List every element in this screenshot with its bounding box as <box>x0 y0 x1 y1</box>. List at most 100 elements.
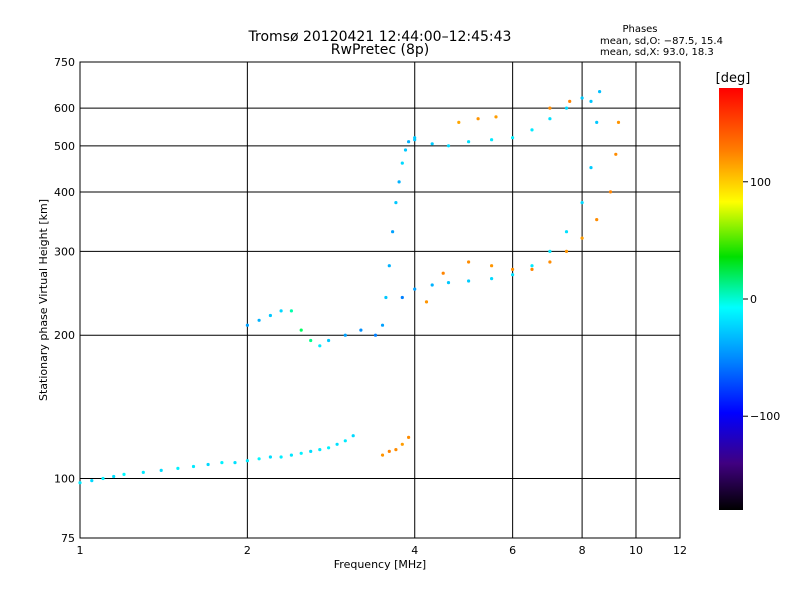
data-point-s4-10 <box>608 190 613 194</box>
y-tick-label-500: 500 <box>54 140 75 153</box>
data-point-s3-13 <box>598 90 602 94</box>
data-point-s0-2 <box>101 476 105 481</box>
chart-subtitle: RwPretec (8p) <box>331 42 429 58</box>
data-point-s3-12 <box>595 120 599 124</box>
x-tick-label-12: 12 <box>673 544 687 557</box>
data-point-s3-8 <box>548 249 552 253</box>
data-point-s4-9 <box>595 218 599 222</box>
y-tick-label-75: 75 <box>61 532 75 545</box>
data-point-s0-17 <box>299 451 303 455</box>
data-point-s4-17 <box>568 99 572 103</box>
data-point-s4-15 <box>494 115 498 119</box>
data-point-s4-4 <box>510 267 515 271</box>
data-point-s0-4 <box>122 472 126 476</box>
data-point-s1-9 <box>343 333 347 337</box>
data-point-s0-13 <box>257 457 261 461</box>
data-point-s5-1 <box>387 449 391 453</box>
data-point-s3-5 <box>490 277 494 281</box>
data-point-s0-6 <box>159 468 163 472</box>
phases-heading: Phases <box>622 24 657 35</box>
y-axis-label: Stationary phase Virtual Height [km] <box>37 199 50 401</box>
chart-title: Tromsø 20120421 12:44:00–12:45:43 <box>248 29 512 45</box>
x-tick-label-1: 1 <box>77 544 84 557</box>
data-point-s2-1 <box>430 142 434 146</box>
data-point-s5-0 <box>380 453 385 457</box>
data-point-s5-2 <box>394 448 398 452</box>
y-tick-label-300: 300 <box>54 245 75 258</box>
x-tick-label-2: 2 <box>244 544 251 557</box>
data-point-s2-4 <box>490 138 494 142</box>
data-point-s1-6 <box>309 338 313 343</box>
data-point-s1-15 <box>391 230 395 234</box>
data-points <box>78 90 621 485</box>
colorbar <box>719 88 743 510</box>
data-point-s0-21 <box>335 442 339 446</box>
x-tick-label-4: 4 <box>411 544 418 557</box>
data-point-s1-4 <box>289 309 293 313</box>
colorbar-label: [deg] <box>716 71 751 86</box>
data-point-s0-1 <box>90 479 94 483</box>
data-point-s4-16 <box>548 106 552 110</box>
data-point-s2-7 <box>548 117 552 121</box>
data-point-s0-7 <box>176 466 180 470</box>
data-point-s1-17 <box>397 180 401 184</box>
colorbar-ticks: 100 0 −100 <box>743 176 780 423</box>
y-tick-label-100: 100 <box>54 473 75 486</box>
data-point-s4-7 <box>564 249 569 253</box>
data-point-s1-11 <box>373 333 378 337</box>
data-point-s3-6 <box>510 273 515 277</box>
data-point-s3-3 <box>446 281 451 285</box>
grid-lines <box>80 62 680 538</box>
data-point-s1-0 <box>245 323 249 327</box>
y-tick-label-750: 750 <box>54 56 75 69</box>
data-point-s4-2 <box>467 260 471 264</box>
data-point-s2-0 <box>413 136 417 140</box>
data-point-s2-10 <box>589 99 593 103</box>
data-point-s0-9 <box>206 462 210 467</box>
plot-frame <box>79 61 681 539</box>
data-point-s4-1 <box>441 271 445 275</box>
data-point-s5-4 <box>407 435 411 439</box>
data-point-s0-15 <box>279 455 283 459</box>
phases-x-stats: mean, sd,X: 93.0, 18.3 <box>600 47 714 58</box>
data-point-s5-3 <box>400 442 404 446</box>
colorbar-tick-label--100: −100 <box>750 410 780 423</box>
data-point-s0-20 <box>327 446 331 450</box>
data-point-s4-0 <box>424 300 429 304</box>
data-point-s0-10 <box>220 461 224 465</box>
colorbar-tick-label-100: 100 <box>750 176 771 189</box>
data-point-s3-9 <box>564 230 569 234</box>
data-point-s1-12 <box>380 323 385 327</box>
x-tick-label-10: 10 <box>629 544 643 557</box>
data-point-s2-3 <box>467 140 471 144</box>
data-point-s1-1 <box>257 318 261 322</box>
data-point-s4-5 <box>530 267 534 271</box>
data-point-s3-2 <box>430 283 434 287</box>
colorbar-tick-label-0: 0 <box>750 293 757 306</box>
data-point-s1-3 <box>279 309 283 313</box>
data-point-s0-3 <box>112 474 116 479</box>
data-point-s1-19 <box>403 148 408 152</box>
data-point-s3-4 <box>467 279 471 283</box>
x-tick-label-6: 6 <box>509 544 516 557</box>
data-point-s0-22 <box>343 439 347 443</box>
data-point-s4-12 <box>616 120 621 124</box>
data-point-s0-5 <box>141 470 145 474</box>
y-tick-labels: 75 100 200 300 400 500 600 750 <box>54 56 75 545</box>
data-point-s1-7 <box>318 344 322 348</box>
data-point-s2-5 <box>510 136 515 140</box>
data-point-s2-8 <box>564 106 569 110</box>
data-point-s2-6 <box>530 128 534 132</box>
data-point-s4-14 <box>476 117 480 121</box>
x-tick-label-8: 8 <box>579 544 586 557</box>
data-point-s1-2 <box>268 313 272 318</box>
data-point-s2-2 <box>446 144 451 148</box>
data-point-s4-3 <box>490 264 494 268</box>
data-point-s0-23 <box>351 434 355 438</box>
data-point-s2-9 <box>580 96 584 100</box>
data-point-s3-11 <box>589 166 593 170</box>
data-point-s3-7 <box>530 264 534 268</box>
data-point-s3-10 <box>580 201 584 205</box>
phases-o-stats: mean, sd,O: −87.5, 15.4 <box>600 36 723 47</box>
